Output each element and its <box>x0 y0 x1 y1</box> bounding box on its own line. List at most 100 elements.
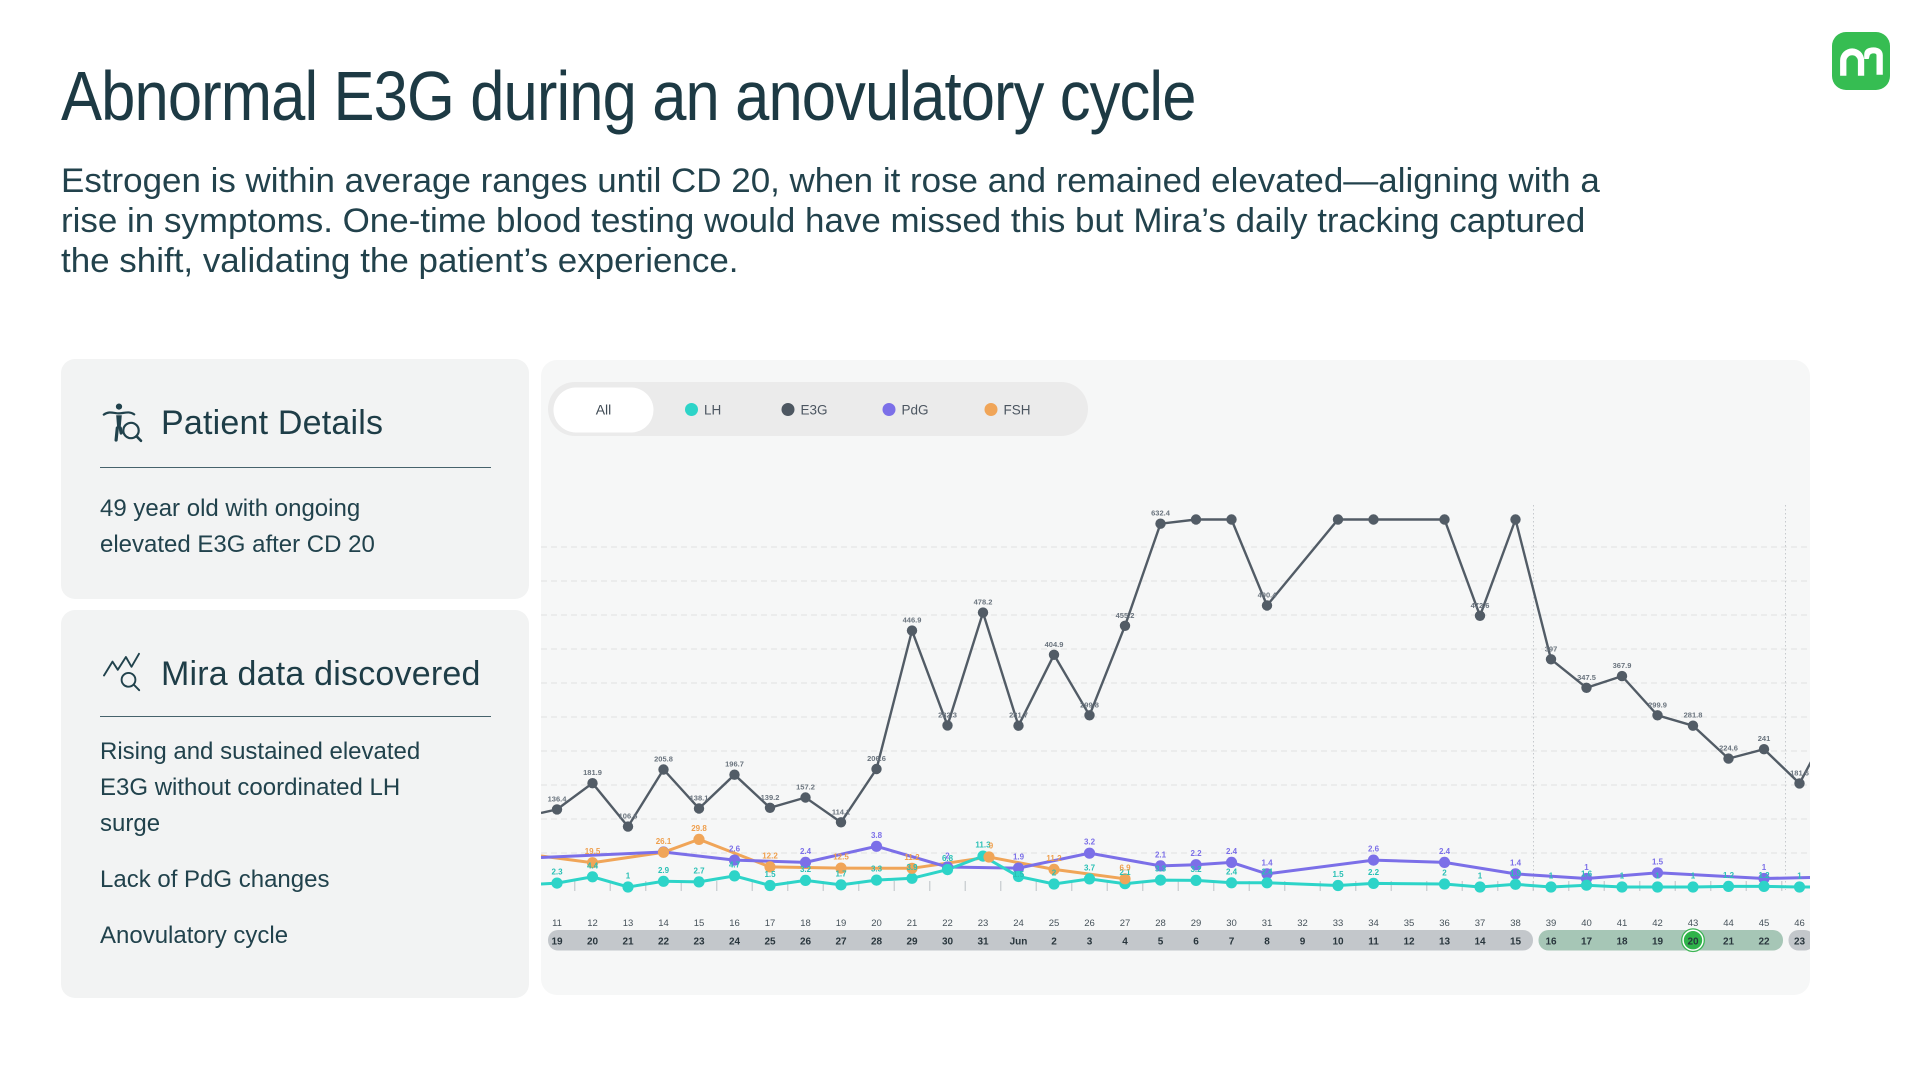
svg-text:13: 13 <box>623 918 634 929</box>
svg-text:19.5: 19.5 <box>585 847 601 856</box>
svg-text:138.1: 138.1 <box>690 794 709 803</box>
svg-text:3.2: 3.2 <box>1190 865 1202 874</box>
svg-text:3.3: 3.3 <box>871 865 883 874</box>
svg-text:1.7: 1.7 <box>835 869 847 878</box>
svg-text:2.6: 2.6 <box>1368 845 1380 854</box>
svg-text:3.8: 3.8 <box>871 831 883 840</box>
svg-text:2: 2 <box>1051 936 1057 947</box>
svg-text:206.6: 206.6 <box>867 754 886 763</box>
svg-text:1.2: 1.2 <box>1723 871 1735 880</box>
svg-text:472.6: 472.6 <box>1471 601 1490 610</box>
svg-text:41: 41 <box>1617 918 1628 929</box>
svg-text:4.7: 4.7 <box>729 860 741 869</box>
svg-text:1: 1 <box>626 872 631 881</box>
svg-text:12.2: 12.2 <box>762 851 778 860</box>
svg-text:2.2: 2.2 <box>1368 868 1380 877</box>
svg-text:11: 11 <box>552 918 562 929</box>
svg-text:2.9: 2.9 <box>658 866 670 875</box>
svg-text:196.7: 196.7 <box>725 760 744 769</box>
svg-text:1: 1 <box>1584 863 1589 872</box>
svg-text:157.2: 157.2 <box>796 783 815 792</box>
svg-text:9: 9 <box>1300 936 1306 947</box>
svg-text:490.4: 490.4 <box>1258 591 1278 600</box>
svg-text:20: 20 <box>587 936 599 947</box>
svg-text:14: 14 <box>658 918 669 929</box>
svg-text:281.7: 281.7 <box>1009 711 1028 720</box>
svg-text:1.9: 1.9 <box>1510 869 1522 878</box>
svg-text:35: 35 <box>1404 918 1415 929</box>
svg-text:26: 26 <box>1084 918 1095 929</box>
svg-text:455.2: 455.2 <box>1116 611 1135 620</box>
svg-text:1: 1 <box>1620 872 1625 881</box>
svg-text:3: 3 <box>1087 936 1093 947</box>
svg-text:23: 23 <box>693 936 705 947</box>
svg-text:16: 16 <box>1545 936 1557 947</box>
svg-text:26.1: 26.1 <box>656 837 672 846</box>
svg-text:1: 1 <box>1549 872 1554 881</box>
svg-text:1.5: 1.5 <box>1013 870 1025 879</box>
svg-text:224.6: 224.6 <box>1719 744 1738 753</box>
svg-text:25: 25 <box>1049 918 1060 929</box>
svg-text:38: 38 <box>1510 918 1521 929</box>
svg-text:181.9: 181.9 <box>583 768 602 777</box>
svg-text:44: 44 <box>1723 918 1734 929</box>
svg-text:24: 24 <box>729 936 741 947</box>
svg-text:28: 28 <box>871 936 883 947</box>
svg-text:1.5: 1.5 <box>1652 857 1664 866</box>
svg-text:20: 20 <box>1687 936 1699 947</box>
svg-text:1: 1 <box>1655 872 1660 881</box>
svg-text:1.6: 1.6 <box>1581 870 1593 879</box>
svg-text:8: 8 <box>1264 936 1270 947</box>
svg-text:2.2: 2.2 <box>1190 849 1202 858</box>
svg-text:1: 1 <box>1691 872 1696 881</box>
svg-text:21: 21 <box>907 918 918 929</box>
svg-text:11.2: 11.2 <box>1046 854 1062 863</box>
svg-text:205.8: 205.8 <box>654 755 673 764</box>
svg-text:404.9: 404.9 <box>1045 640 1064 649</box>
svg-text:46: 46 <box>1794 918 1805 929</box>
svg-text:3.9: 3.9 <box>906 863 918 872</box>
svg-text:4.4: 4.4 <box>587 861 599 870</box>
svg-text:2.4: 2.4 <box>1226 867 1238 876</box>
svg-text:3.2: 3.2 <box>1084 838 1096 847</box>
svg-text:22: 22 <box>658 936 670 947</box>
svg-text:3.7: 3.7 <box>1084 863 1096 872</box>
svg-text:6.9: 6.9 <box>1119 863 1131 872</box>
svg-text:2.6: 2.6 <box>729 845 741 854</box>
svg-text:2.4: 2.4 <box>1439 847 1451 856</box>
svg-text:1.2: 1.2 <box>1758 871 1770 880</box>
svg-text:2.4: 2.4 <box>800 847 812 856</box>
svg-text:45: 45 <box>1759 918 1770 929</box>
svg-text:30: 30 <box>942 936 954 947</box>
svg-text:11.3: 11.3 <box>975 841 991 850</box>
svg-text:15: 15 <box>694 918 705 929</box>
svg-text:12.5: 12.5 <box>833 853 849 862</box>
svg-text:29: 29 <box>906 936 918 947</box>
svg-text:37: 37 <box>1475 918 1486 929</box>
svg-text:All: All <box>596 402 612 418</box>
svg-text:2.7: 2.7 <box>693 866 705 875</box>
svg-text:34: 34 <box>1368 918 1379 929</box>
svg-text:1: 1 <box>1762 863 1767 872</box>
svg-text:632.4: 632.4 <box>1151 509 1171 518</box>
svg-text:282.3: 282.3 <box>938 710 957 719</box>
svg-text:19: 19 <box>551 936 563 947</box>
svg-text:241: 241 <box>1758 734 1771 743</box>
svg-text:25: 25 <box>764 936 776 947</box>
svg-text:2.4: 2.4 <box>1261 867 1273 876</box>
svg-text:397: 397 <box>1545 644 1558 653</box>
svg-text:10: 10 <box>1332 936 1344 947</box>
svg-text:2.1: 2.1 <box>1155 850 1167 859</box>
svg-text:21: 21 <box>622 936 634 947</box>
svg-text:2: 2 <box>1442 869 1447 878</box>
svg-text:Jun: Jun <box>1010 936 1028 947</box>
svg-text:27: 27 <box>835 936 847 947</box>
svg-text:FSH: FSH <box>1004 403 1031 418</box>
svg-text:5: 5 <box>1158 936 1164 947</box>
svg-text:23: 23 <box>978 918 989 929</box>
svg-text:42: 42 <box>1652 918 1663 929</box>
svg-text:106.6: 106.6 <box>619 812 638 821</box>
svg-text:29.8: 29.8 <box>691 824 707 833</box>
svg-text:9: 9 <box>989 842 994 851</box>
svg-text:1.5: 1.5 <box>1332 870 1344 879</box>
